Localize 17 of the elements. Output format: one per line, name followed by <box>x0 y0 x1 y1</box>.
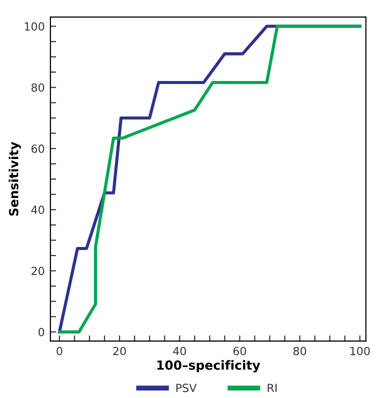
y-tick-label: 100 <box>24 22 44 31</box>
x-tick-label: 20 <box>113 346 126 356</box>
x-tick-label: 60 <box>233 346 246 356</box>
x-tick-label: 80 <box>293 346 306 356</box>
y-tick-label: 20 <box>32 266 44 276</box>
x-tick-label: 0 <box>56 346 62 356</box>
legend-label: RI <box>268 384 277 392</box>
x-axis-title: 100–specificity <box>157 360 260 372</box>
y-tick-label: 40 <box>31 206 44 214</box>
y-tick-label: 80 <box>32 83 44 92</box>
y-axis-title: Sensitivity <box>8 142 21 216</box>
x-tick-label: 100 <box>350 346 370 356</box>
line-series <box>58 24 362 334</box>
y-tick-label: 60 <box>32 144 44 153</box>
legend-label: PSV <box>176 384 197 392</box>
x-tick-label: 40 <box>173 346 186 356</box>
y-tick-label: 0 <box>38 328 44 336</box>
